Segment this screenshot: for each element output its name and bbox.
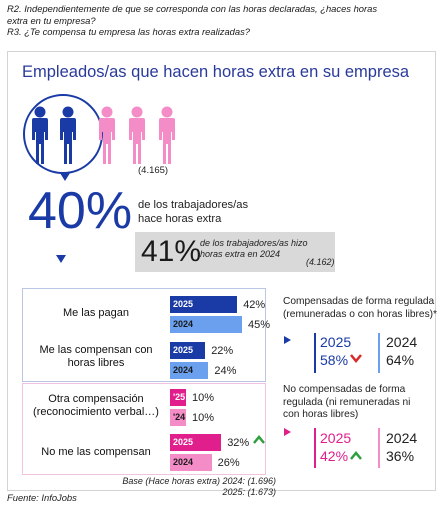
question-r3: R3. ¿Te compensa tu empresa las horas ex… <box>7 26 251 37</box>
previous-year-value: 41% <box>141 235 202 268</box>
category-label-1-line1: Me las pagan <box>62 307 130 319</box>
up-chevron-icon <box>253 435 265 444</box>
unregulated-value-2024: 36% <box>386 448 415 464</box>
headline-value: 40% <box>28 182 133 240</box>
question-r2-line1: R2. Independientemente de que se corresp… <box>7 3 378 14</box>
pointer-triangle-icon <box>60 173 70 181</box>
bar-year-label-cat1-2024: 2024 <box>173 319 194 329</box>
previous-year-sample: (4.162) <box>306 257 335 267</box>
unregulated-year-2025: 2025 <box>320 430 352 446</box>
regulated-year-2025: 2025 <box>320 334 352 350</box>
category-label-4-line1: No me las compensan <box>41 446 151 458</box>
bar-year-label-cat4-2024: 2024 <box>173 457 194 467</box>
bar-year-label-cat4-2025: 2025 <box>173 437 194 447</box>
category-label-3: Otra compensación (reconocimiento verbal… <box>28 393 164 419</box>
bar-value-cat3-2024: 10% <box>192 412 215 424</box>
bar-year-label-cat3-2025: '25 <box>173 392 186 402</box>
regulated-title: Compensadas de forma regulada (remunerad… <box>283 296 437 321</box>
bar-cat1-2024 <box>170 316 242 333</box>
category-label-3-line1: Otra compensación <box>48 393 144 405</box>
unregulated-title-line3: con horas libres) <box>283 409 359 420</box>
bar-year-label-cat2-2024: 2024 <box>173 365 194 375</box>
base-note: Base (Hace horas extra) 2024: (1.696) 20… <box>100 476 276 498</box>
unregulated-2024-rule <box>378 428 380 468</box>
person-icon-pink-1 <box>99 106 115 164</box>
headline-text: de los trabajadores/as hace horas extra <box>138 198 248 226</box>
pointer-triangle-icon-2 <box>56 255 66 263</box>
bar-cat3-2025 <box>170 389 186 406</box>
headline-text-line1: de los trabajadores/as <box>138 199 249 211</box>
up-chevron-icon-2 <box>350 451 362 460</box>
pointer-right-icon <box>284 336 291 344</box>
bar-value-cat4-2025: 32% <box>227 437 250 449</box>
panel-title: Empleados/as que hacen horas extra en su… <box>22 63 410 81</box>
person-icon-pink-3 <box>159 106 175 164</box>
bar-value-cat3-2025: 10% <box>192 392 215 404</box>
category-label-2-line2: horas libres <box>67 357 125 369</box>
category-label-2-line1: Me las compensan con <box>39 344 153 356</box>
previous-year-text-line2: horas extra en 2024 <box>200 249 281 259</box>
bar-cat4-2024 <box>170 454 212 471</box>
headline-text-line2: hace horas extra <box>138 213 222 225</box>
people-icons <box>32 106 175 164</box>
unregulated-title-line2: regulada (ni remuneradas ni <box>283 396 411 408</box>
regulated-value-2024: 64% <box>386 352 415 368</box>
bar-year-label-cat2-2025: 2025 <box>173 345 194 355</box>
category-label-2: Me las compensan con horas libres <box>28 344 164 370</box>
bar-year-label-cat3-2024: '24 <box>173 412 186 422</box>
base-note-line1: Base (Hace horas extra) 2024: (1.696) <box>122 476 276 486</box>
regulated-value-2025: 58% <box>320 352 349 368</box>
unregulated-title-line1: No compensadas de forma <box>283 384 406 395</box>
bar-year-label-cat1-2025: 2025 <box>173 299 194 309</box>
regulated-2024-rule <box>378 333 380 373</box>
bar-cat4-2025 <box>170 434 222 451</box>
bar-cat1-2025 <box>170 296 238 313</box>
regulated-2025-rule <box>314 333 316 373</box>
regulated-year-2024: 2024 <box>386 334 418 350</box>
unregulated-group-frame <box>22 383 266 475</box>
bar-cat2-2025 <box>170 342 206 359</box>
bar-value-cat1-2024: 45% <box>248 319 271 331</box>
pointer-right-pink-icon <box>284 428 291 436</box>
bar-cat2-2024 <box>170 362 209 379</box>
regulated-title-line1: Compensadas de forma regulada <box>283 296 435 307</box>
question-r2: R2. Independientemente de que se corresp… <box>7 3 377 38</box>
person-icon-pink-2 <box>129 106 145 164</box>
bar-value-cat1-2025: 42% <box>243 299 266 311</box>
previous-year-text-line1: de los trabajadores/as hizo <box>200 238 308 248</box>
bar-value-cat4-2024: 26% <box>217 457 240 469</box>
previous-year-text: de los trabajadores/as hizo horas extra … <box>200 238 308 260</box>
sample-size: (4.165) <box>138 165 169 176</box>
person-icon-blue-2 <box>60 106 76 164</box>
category-label-1: Me las pagan <box>28 307 164 320</box>
category-label-4: No me las compensan <box>28 446 164 459</box>
question-r2-line2: extra en tu empresa? <box>7 14 96 26</box>
bar-value-cat2-2024: 24% <box>214 365 237 377</box>
regulated-title-line2: (remuneradas o con horas libres)* <box>283 308 438 320</box>
unregulated-value-2025: 42% <box>320 448 349 464</box>
unregulated-title: No compensadas de forma regulada (ni rem… <box>283 384 410 422</box>
base-note-line2: 2025: (1.673) <box>222 487 276 497</box>
unregulated-2025-rule <box>314 428 316 468</box>
bar-cat3-2024 <box>170 409 186 426</box>
previous-year-box <box>135 232 335 272</box>
person-icon-blue-1 <box>32 106 48 164</box>
regulated-group-frame <box>22 288 266 382</box>
source-note: Fuente: InfoJobs <box>7 492 77 503</box>
down-chevron-icon <box>350 354 362 363</box>
bar-value-cat2-2025: 22% <box>211 345 234 357</box>
unregulated-year-2024: 2024 <box>386 430 418 446</box>
category-label-3-line2: (reconocimiento verbal…) <box>33 406 159 418</box>
